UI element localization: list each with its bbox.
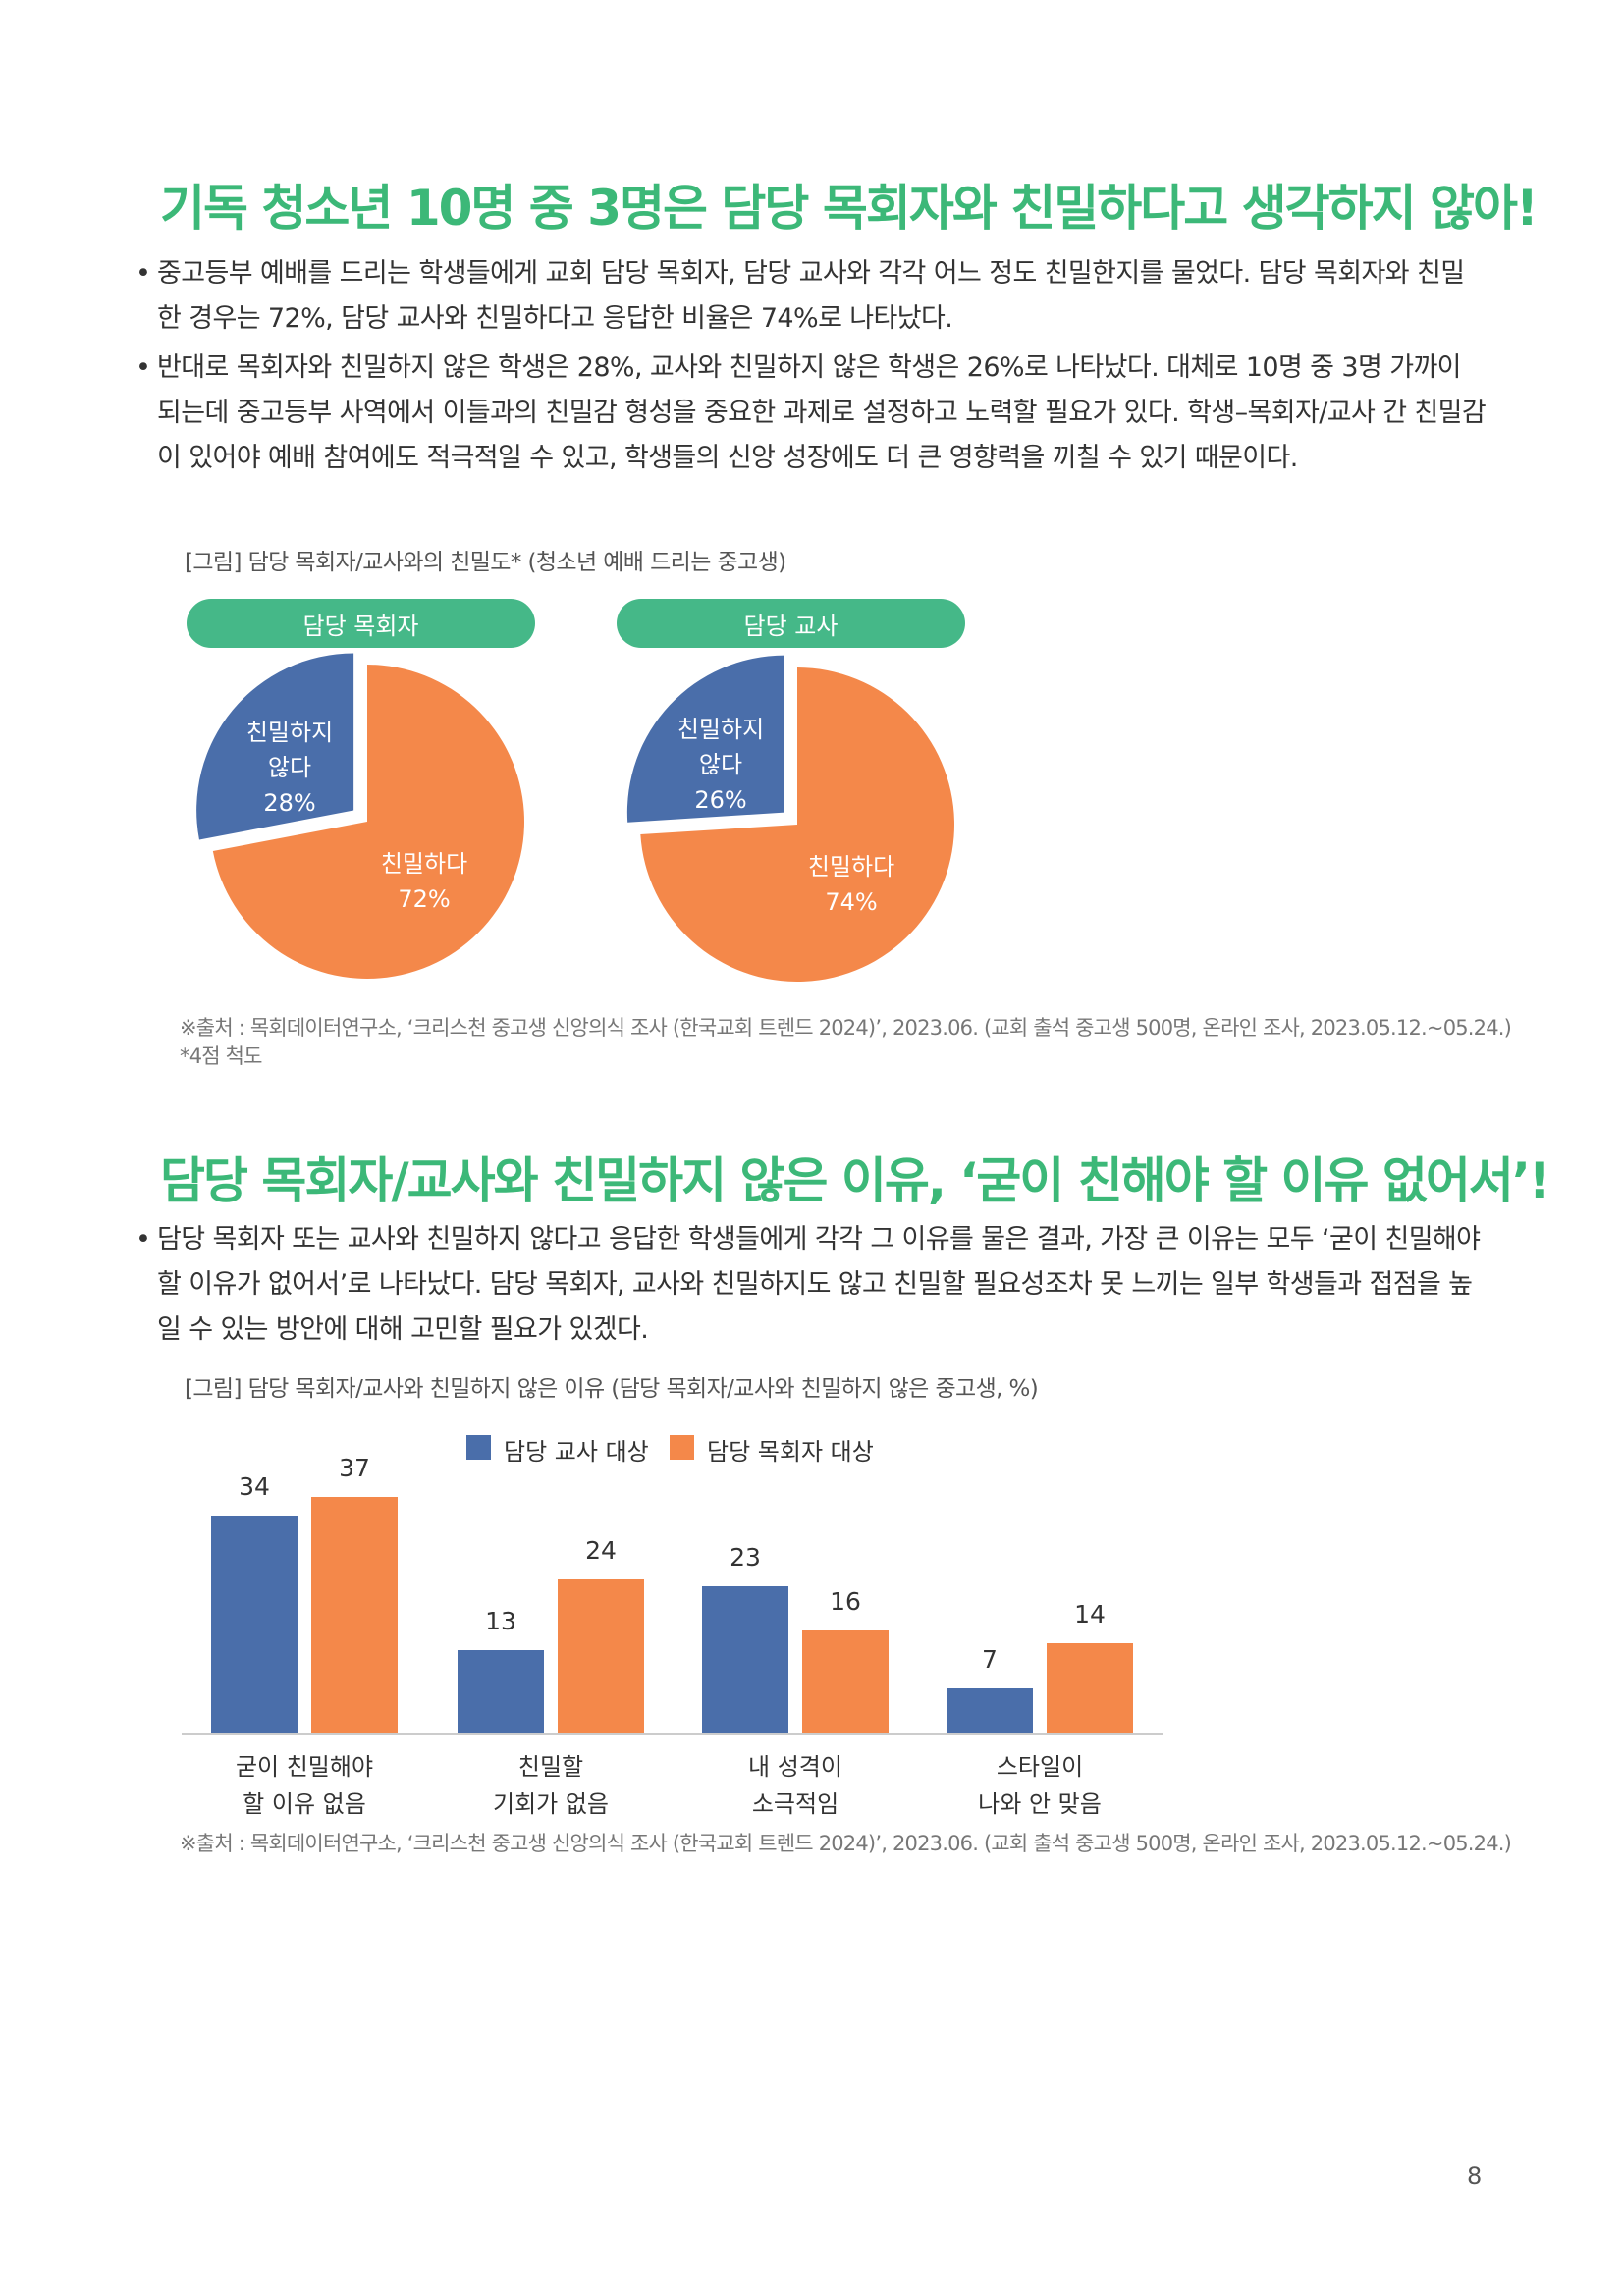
bar-value-label: 37 [339, 1453, 370, 1482]
bar-value-label: 23 [730, 1542, 761, 1572]
section1-bullet-1: • 중고등부 예배를 드리는 학생들에게 교회 담당 목회자, 담당 교사와 각… [135, 251, 1488, 342]
x-axis-line [182, 1733, 1163, 1735]
x-tick-line: 굳이 친밀해야 [235, 1753, 374, 1781]
section1-heading: 기독 청소년 10명 중 3명은 담당 목회자와 친밀하다고 생각하지 않아! [160, 180, 1539, 237]
pie2-slice-label-close: 친밀하다 [807, 853, 895, 881]
legend-swatch-teacher [466, 1435, 491, 1460]
pie1-value-not-close: 28% [263, 789, 316, 817]
legend-label-teacher: 담당 교사 대상 [504, 1438, 649, 1466]
pie2-slice-not-close [626, 655, 784, 823]
pie1-label-not-close: 친밀하지 않다 28% [221, 715, 358, 821]
bar-teacher-3 [702, 1585, 788, 1733]
bar-pastor-1 [311, 1496, 398, 1733]
section1-bullet-2: • 반대로 목회자와 친밀하지 않은 학생은 28%, 교사와 친밀하지 않은 … [135, 346, 1488, 481]
x-tick-line: 스타일이 [996, 1753, 1084, 1781]
bullet-text: 담당 목회자 또는 교사와 친밀하지 않다고 응답한 학생들에게 각각 그 이유… [157, 1224, 1481, 1345]
pie1-label-close: 친밀하다 72% [355, 846, 493, 917]
x-tick-line: 기회가 없음 [492, 1790, 610, 1818]
pie1-value-close: 72% [398, 885, 451, 913]
label-line-1: 친밀하지 [676, 716, 765, 743]
x-tick-line: 할 이유 없음 [243, 1790, 366, 1818]
bullet-dot: • [135, 352, 151, 383]
bar-pastor-3 [802, 1630, 889, 1733]
pie1-title-pill: 담당 목회자 [187, 599, 535, 648]
x-tick-line: 소극적임 [751, 1790, 839, 1818]
pie-charts [196, 653, 955, 982]
bullet-text: 반대로 목회자와 친밀하지 않은 학생은 28%, 교사와 친밀하지 않은 학생… [157, 352, 1487, 473]
page-number: 8 [1467, 2163, 1483, 2190]
pie1-slice-not-close [196, 653, 354, 840]
bullet-text: 중고등부 예배를 드리는 학생들에게 교회 담당 목회자, 담당 교사와 각각 … [157, 258, 1465, 334]
label-line-1: 친밀하지 [245, 719, 334, 746]
bar-value-label: 14 [1074, 1600, 1106, 1629]
figure1-note: *4점 척도 [180, 1044, 263, 1068]
label-line-2: 않다 [267, 754, 312, 781]
pie2-value-close: 74% [825, 888, 878, 916]
pie2-title-pill: 담당 교사 [617, 599, 965, 648]
pie2-slice-close [640, 667, 955, 982]
pie2-label-close: 친밀하다 74% [783, 849, 920, 920]
legend-swatch-pastor [670, 1435, 694, 1460]
figure2-caption: [그림] 담당 목회자/교사와 친밀하지 않은 이유 (담당 목회자/교사와 친… [185, 1376, 1039, 1402]
bar-teacher-2 [458, 1649, 544, 1733]
pie2-label-not-close: 친밀하지 않다 26% [652, 712, 789, 818]
bar-teacher-1 [211, 1516, 298, 1733]
pie1-slice-label-close: 친밀하다 [380, 850, 468, 878]
section2-bullet-1: • 담당 목회자 또는 교사와 친밀하지 않다고 응답한 학생들에게 각각 그 … [135, 1217, 1488, 1353]
label-line-2: 않다 [698, 751, 743, 778]
figure2-source: ※출처 : 목회데이터연구소, ‘크리스천 중고생 신앙의식 조사 (한국교회 … [180, 1832, 1512, 1855]
bar-value-label: 7 [982, 1644, 998, 1674]
bar-pastor-2 [558, 1579, 644, 1733]
pie1-slice-close [212, 665, 525, 979]
bar-pastor-4 [1047, 1643, 1133, 1733]
bar-value-label: 16 [830, 1587, 861, 1616]
figure1-source: ※출처 : 목회데이터연구소, ‘크리스천 중고생 신앙의식 조사 (한국교회 … [180, 1016, 1512, 1040]
x-tick-line: 내 성격이 [748, 1753, 842, 1781]
legend-label-pastor: 담당 목회자 대상 [707, 1438, 874, 1466]
bar-teacher-4 [947, 1687, 1033, 1733]
bullet-dot: • [135, 1224, 151, 1255]
section2-heading: 담당 목회자/교사와 친밀하지 않은 이유, ‘굳이 친해야 할 이유 없어서’… [160, 1152, 1551, 1209]
pie2-value-not-close: 26% [694, 786, 747, 814]
bar-value-label: 13 [485, 1606, 516, 1635]
bar-value-label: 24 [585, 1536, 617, 1565]
x-tick-line: 나와 안 맞음 [978, 1790, 1102, 1818]
bullet-dot: • [135, 258, 151, 289]
x-tick-line: 친밀할 [517, 1753, 584, 1781]
bar-value-label: 34 [239, 1472, 270, 1501]
figure1-caption: [그림] 담당 목회자/교사와의 친밀도* (청소년 예배 드리는 중고생) [185, 550, 786, 575]
